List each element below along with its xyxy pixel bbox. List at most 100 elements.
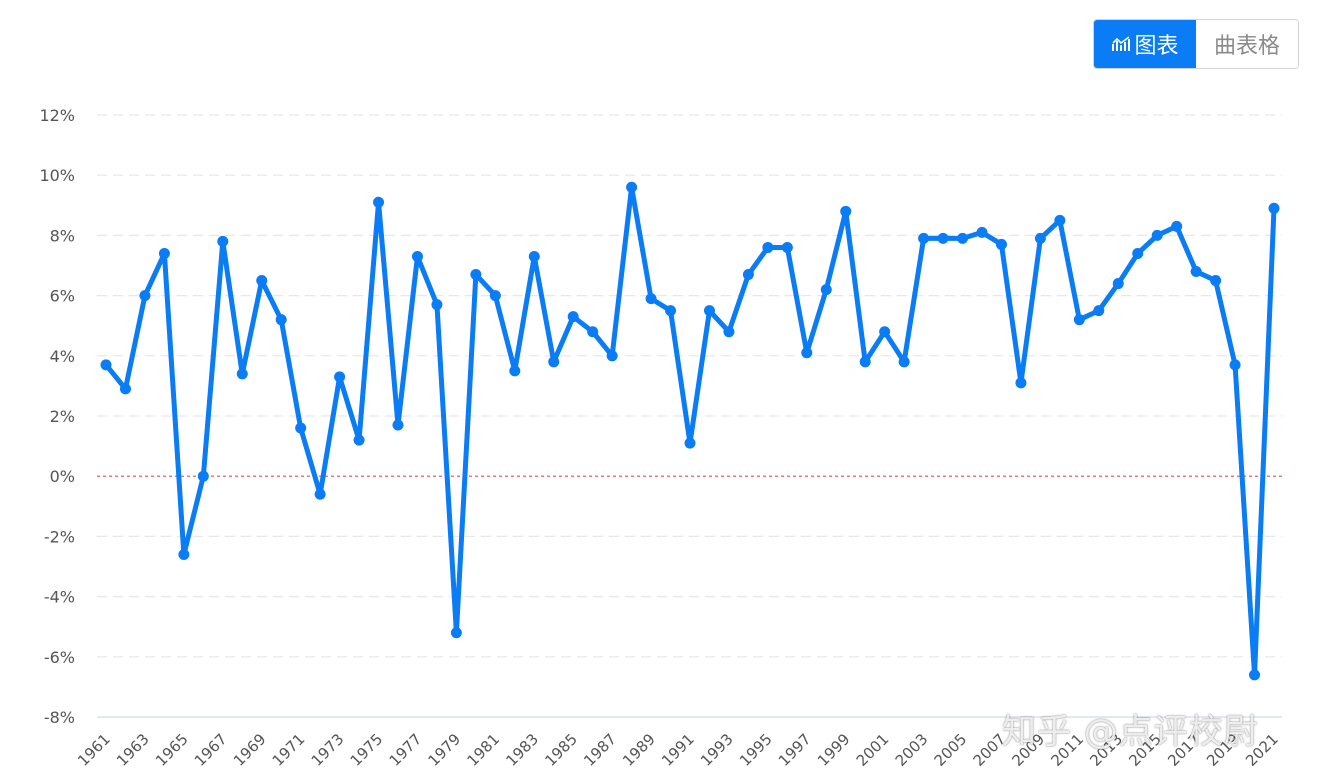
data-point	[509, 365, 521, 377]
x-tick-label: 1991	[658, 730, 698, 770]
data-point	[1093, 305, 1105, 317]
x-tick-label: 1967	[191, 730, 231, 770]
x-tick-label: 1979	[424, 730, 464, 770]
x-tick-label: 1977	[386, 730, 426, 770]
y-tick-label: -4%	[44, 588, 75, 607]
data-point	[548, 356, 560, 368]
x-tick-label: 2003	[892, 730, 932, 770]
data-point	[528, 250, 540, 262]
data-point	[801, 347, 813, 359]
chart-view-label: 图表	[1134, 34, 1179, 59]
data-point	[606, 350, 618, 362]
data-point	[645, 293, 657, 305]
data-point	[937, 232, 949, 244]
data-point	[100, 359, 112, 371]
data-point	[489, 290, 501, 302]
data-point	[859, 356, 871, 368]
data-point	[976, 226, 988, 238]
data-point	[295, 422, 307, 434]
data-point	[1015, 377, 1027, 389]
data-point	[742, 269, 754, 281]
data-point	[334, 371, 346, 383]
data-point	[197, 470, 209, 482]
data-point	[820, 284, 832, 296]
y-tick-label: 8%	[50, 226, 75, 245]
data-point	[762, 241, 774, 253]
x-tick-label: 2001	[853, 730, 893, 770]
data-point	[879, 326, 891, 338]
y-tick-label: -2%	[44, 527, 75, 546]
x-tick-label: 1995	[736, 730, 776, 770]
data-point	[275, 314, 287, 326]
data-point	[1210, 275, 1222, 287]
data-point	[1073, 314, 1085, 326]
data-point	[723, 326, 735, 338]
x-tick-label: 1987	[580, 730, 620, 770]
x-tick-label: 1971	[269, 730, 309, 770]
x-tick-label: 1973	[308, 730, 348, 770]
y-tick-label: -8%	[44, 708, 75, 727]
y-tick-label: 4%	[50, 347, 75, 366]
data-point	[314, 488, 326, 500]
x-tick-label: 1997	[775, 730, 815, 770]
x-tick-label: 1965	[152, 730, 192, 770]
table-view-button[interactable]: 曲表格	[1196, 20, 1298, 68]
data-point	[918, 232, 930, 244]
x-tick-label: 1975	[347, 730, 387, 770]
y-tick-label: -6%	[44, 648, 75, 667]
grid-lines	[97, 114, 1282, 718]
data-point	[217, 235, 229, 247]
data-point	[256, 275, 268, 287]
x-tick-label: 1999	[814, 730, 854, 770]
series-line	[100, 181, 1280, 681]
data-point	[158, 247, 170, 259]
y-tick-label: 12%	[39, 106, 75, 125]
x-tick-label: 1963	[113, 730, 153, 770]
data-point	[995, 238, 1007, 250]
y-tick-label: 2%	[50, 407, 75, 426]
data-point	[431, 299, 443, 311]
data-point	[1229, 359, 1241, 371]
watermark: 知乎 @点评校尉	[1002, 712, 1259, 752]
data-point	[781, 241, 793, 253]
data-point	[373, 196, 385, 208]
y-tick-label: 6%	[50, 287, 75, 306]
data-point	[353, 434, 365, 446]
chart-view-button[interactable]: 图表	[1094, 20, 1196, 68]
table-view-label: 曲表格	[1213, 34, 1280, 59]
x-tick-label: 1983	[502, 730, 542, 770]
data-point	[178, 548, 190, 560]
series-line-path	[103, 184, 1277, 678]
data-point	[119, 383, 131, 395]
line-chart-icon	[1111, 35, 1131, 53]
data-point	[450, 627, 462, 639]
data-point	[626, 181, 638, 193]
x-tick-label: 1961	[74, 730, 114, 770]
data-point	[1054, 214, 1066, 226]
view-toggle: 图表 曲表格	[1093, 19, 1299, 69]
data-point	[703, 305, 715, 317]
data-point	[1034, 232, 1046, 244]
data-point	[898, 356, 910, 368]
data-point	[236, 368, 248, 380]
data-point	[957, 232, 969, 244]
data-point	[1132, 247, 1144, 259]
data-point	[567, 311, 579, 323]
data-point	[665, 305, 677, 317]
data-point	[587, 326, 599, 338]
data-point	[411, 250, 423, 262]
data-point	[1268, 202, 1280, 214]
y-axis-ticks: 12% 10% 8% 6% 4% 2% 0% -2% -4% -6% -8%	[39, 106, 75, 727]
x-tick-label: 1981	[463, 730, 503, 770]
x-tick-label: 1969	[230, 730, 270, 770]
x-tick-label: 1993	[697, 730, 737, 770]
data-point	[840, 205, 852, 217]
data-point	[1112, 278, 1124, 290]
data-point	[139, 290, 151, 302]
x-tick-label: 1989	[619, 730, 659, 770]
data-point	[684, 437, 696, 449]
x-tick-label: 2005	[931, 730, 971, 770]
y-tick-label: 0%	[50, 467, 75, 486]
y-tick-label: 10%	[39, 166, 75, 185]
